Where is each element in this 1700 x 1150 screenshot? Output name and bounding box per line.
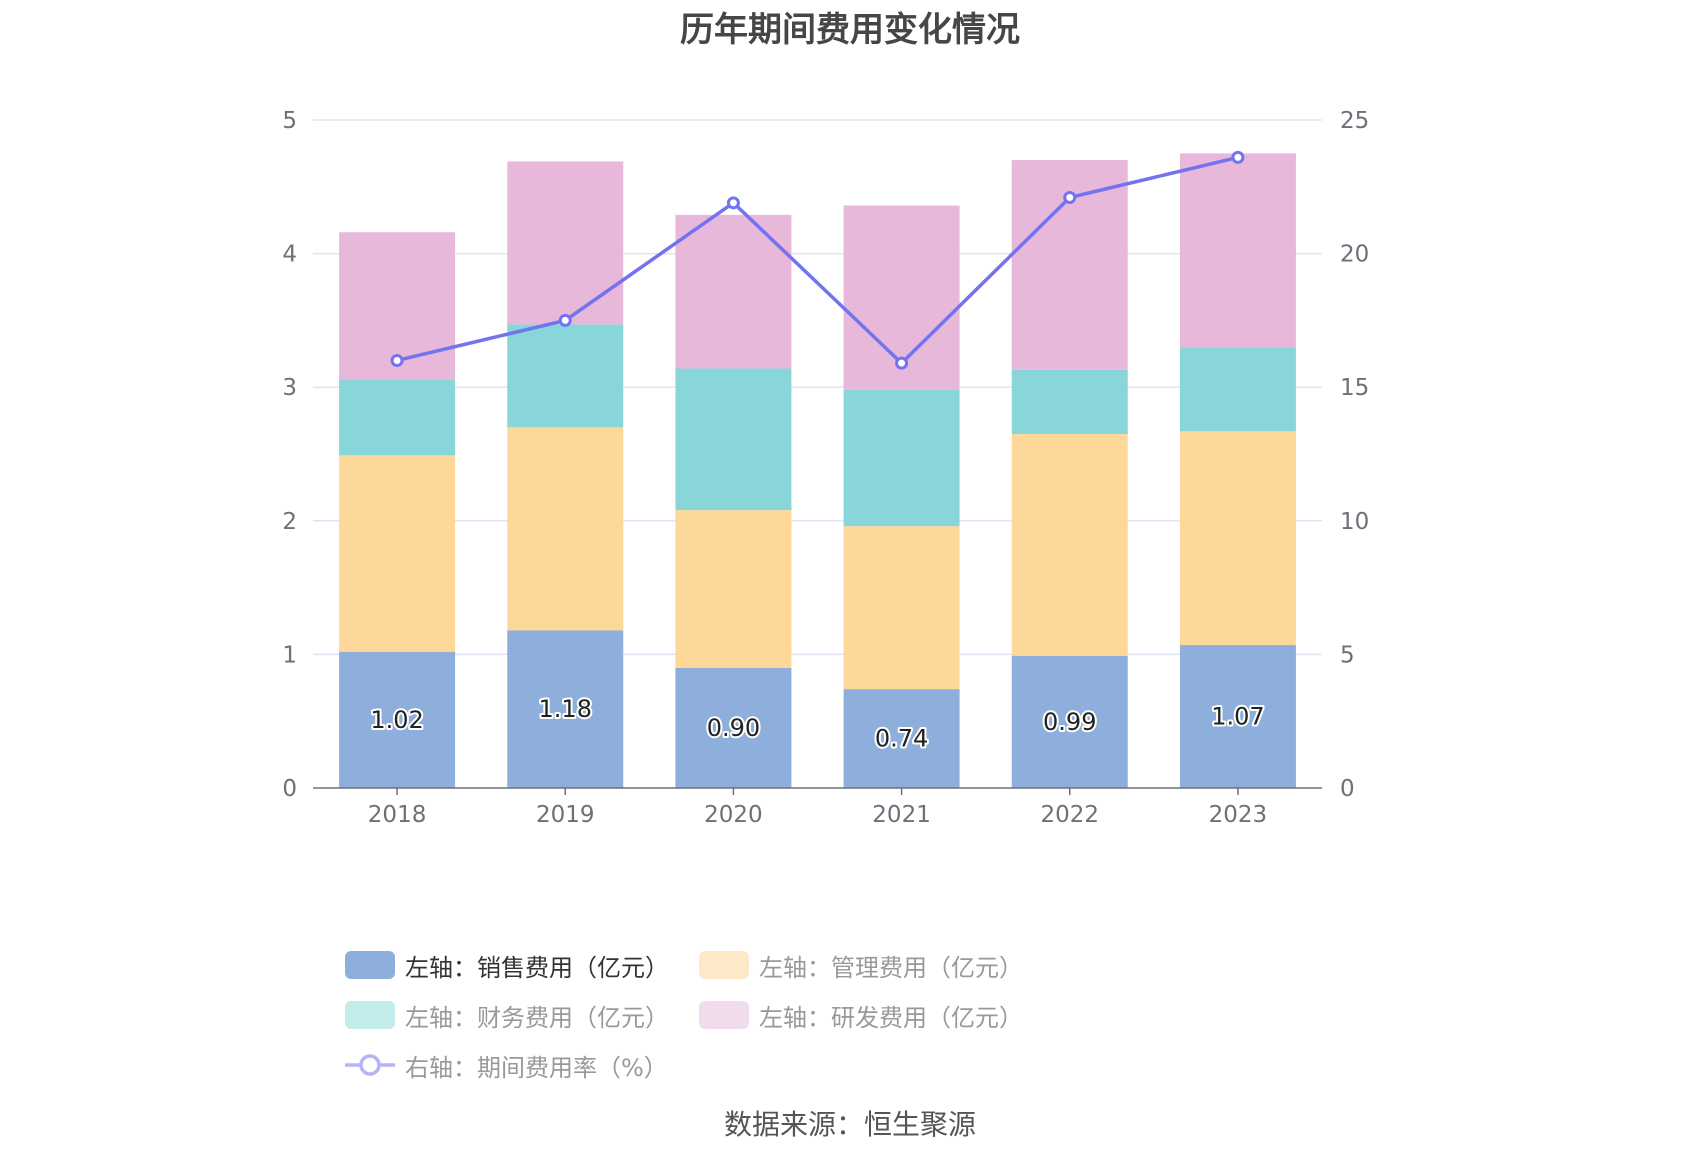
legend-swatch-icon — [345, 1001, 395, 1029]
bar-admin-2018 — [339, 455, 456, 652]
y-left-tick-label: 3 — [282, 375, 297, 401]
legend-label: 左轴：销售费用（亿元） — [405, 953, 669, 982]
legend-item[interactable]: 右轴：期间费用率（%） — [345, 1050, 668, 1082]
legend-item[interactable]: 左轴：销售费用（亿元） — [345, 950, 669, 982]
y-left-tick-label: 0 — [282, 776, 297, 802]
x-tick-label: 2022 — [1040, 802, 1099, 828]
data-label: 0.99 — [1043, 708, 1096, 736]
y-right-tick-label: 0 — [1340, 776, 1355, 802]
bar-admin-2023 — [1179, 431, 1296, 646]
data-label: 0.74 — [875, 725, 928, 753]
bar-admin-2021 — [843, 526, 960, 690]
legend-label: 左轴：财务费用（亿元） — [405, 1003, 669, 1032]
bar-sales-2021 — [843, 689, 960, 788]
bar-rnd-2019 — [507, 161, 624, 325]
bar-finance-2021 — [843, 389, 960, 527]
chart-legend: 左轴：销售费用（亿元） 左轴：管理费用（亿元） 左轴：财务费用（亿元） 左轴：研发费用… — [345, 950, 1385, 1082]
data-source: 数据来源：恒生聚源 — [723, 1108, 976, 1141]
bar-finance-2018 — [339, 379, 456, 456]
bar-finance-2022 — [1011, 369, 1128, 434]
bar-rnd-2023 — [1179, 153, 1296, 348]
x-tick-label: 2020 — [704, 802, 763, 828]
legend-label: 左轴：管理费用（亿元） — [759, 953, 1023, 982]
bar-finance-2020 — [675, 368, 792, 511]
data-label: 1.07 — [1211, 703, 1264, 731]
bar-sales-2020 — [675, 667, 792, 788]
y-right-tick-label: 5 — [1340, 642, 1355, 668]
data-label: 1.02 — [370, 706, 423, 734]
bar-admin-2019 — [507, 427, 624, 631]
bar-sales-2023 — [1179, 645, 1296, 788]
bar-sales-2022 — [1011, 655, 1128, 788]
legend-label: 右轴：期间费用率（%） — [405, 1053, 668, 1082]
bar-finance-2019 — [507, 324, 624, 428]
y-right-tick-label: 20 — [1340, 242, 1369, 268]
x-tick-label: 2019 — [536, 802, 595, 828]
x-tick-label: 2018 — [368, 802, 427, 828]
line-point-2018 — [390, 353, 404, 367]
y-left-tick-label: 4 — [282, 242, 297, 268]
x-tick-label: 2021 — [872, 802, 931, 828]
bar-sales-2018 — [339, 651, 456, 788]
legend-label: 左轴：研发费用（亿元） — [759, 1003, 1023, 1032]
legend-swatch-icon — [699, 1001, 749, 1029]
y-right-tick-label: 10 — [1340, 509, 1369, 535]
legend-item[interactable]: 左轴：研发费用（亿元） — [699, 1000, 1023, 1032]
bar-admin-2020 — [675, 510, 792, 668]
y-right-tick-label: 25 — [1340, 108, 1369, 134]
line-point-2021 — [895, 356, 909, 370]
y-right-tick-label: 15 — [1340, 375, 1369, 401]
legend-line-icon — [345, 1051, 395, 1079]
y-left-tick-label: 1 — [282, 642, 297, 668]
legend-swatch-icon — [699, 951, 749, 979]
line-point-2022 — [1063, 190, 1077, 204]
data-label: 0.90 — [707, 714, 760, 742]
bar-admin-2022 — [1011, 433, 1128, 656]
line-rate — [396, 155, 1239, 365]
legend-item[interactable]: 左轴：管理费用（亿元） — [699, 950, 1023, 982]
bar-sales-2019 — [507, 630, 624, 788]
bar-finance-2023 — [1179, 347, 1296, 432]
y-left-tick-label: 5 — [282, 108, 297, 134]
chart-title: 历年期间费用变化情况 — [680, 10, 1020, 50]
line-point-2019 — [558, 313, 572, 327]
bar-rnd-2020 — [675, 214, 792, 369]
x-tick-label: 2023 — [1209, 802, 1268, 828]
line-point-2023 — [1231, 150, 1245, 164]
data-label: 1.18 — [539, 695, 592, 723]
legend-swatch-icon — [345, 951, 395, 979]
y-left-tick-label: 2 — [282, 509, 297, 535]
line-point-2020 — [726, 196, 740, 210]
legend-item[interactable]: 左轴：财务费用（亿元） — [345, 1000, 669, 1032]
